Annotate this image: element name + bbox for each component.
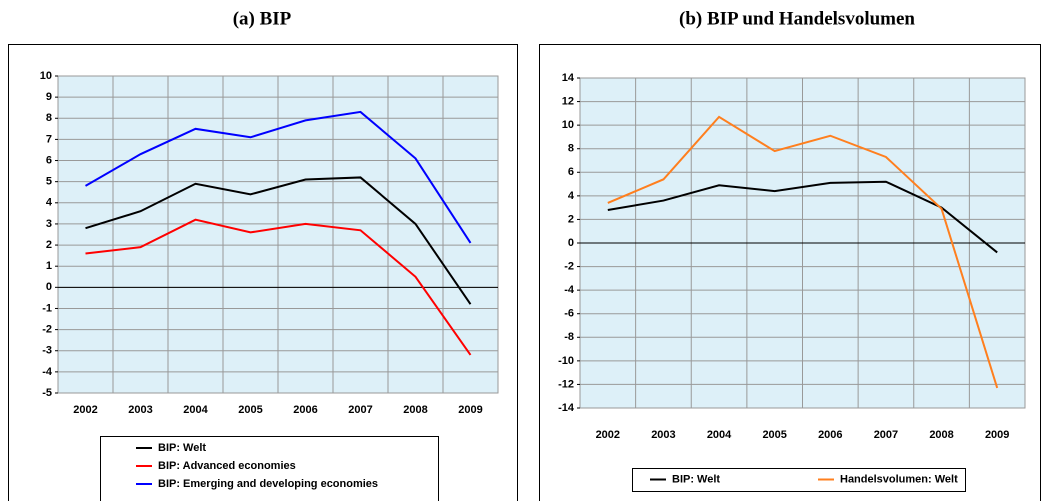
y-tick-label: -4	[42, 366, 53, 378]
y-tick-label: -2	[564, 260, 574, 272]
y-tick-label: 5	[46, 176, 52, 188]
legend-box	[100, 436, 439, 501]
y-tick-label: 2	[46, 239, 52, 251]
y-tick-label: 10	[40, 70, 52, 82]
y-tick-label: 8	[568, 143, 574, 155]
series-line	[607, 115, 999, 389]
y-tick-label: 3	[46, 218, 52, 230]
x-tick-label: 2002	[73, 404, 97, 416]
series-line	[85, 110, 472, 244]
series-line	[607, 180, 998, 254]
chart: (a) BIP -5 -4 -3 -2 -1 0 1 2 3 4 5 6 7 8 9 10 2002 2003 200…	[8, 8, 518, 501]
x-tick-label: 2003	[128, 404, 152, 416]
series-line	[85, 176, 472, 305]
y-tick-label: -10	[558, 355, 574, 367]
y-tick-label: -1	[42, 302, 52, 314]
legend-label: BIP: Advanced economies	[158, 460, 296, 472]
y-tick-label: -8	[564, 331, 574, 343]
y-tick-label: -12	[558, 378, 574, 390]
y-tick-label: 12	[562, 95, 574, 107]
x-tick-label: 2007	[874, 429, 898, 441]
legend-box	[632, 468, 966, 492]
legend-label: BIP: Emerging and developing economies	[158, 478, 378, 490]
x-tick-label: 2003	[651, 429, 675, 441]
y-tick-label: 2	[568, 213, 574, 225]
x-tick-label: 2008	[929, 429, 953, 441]
y-tick-label: 6	[46, 154, 52, 166]
x-tick-label: 2008	[403, 404, 427, 416]
x-tick-label: 2009	[458, 404, 482, 416]
x-tick-label: 2005	[238, 404, 262, 416]
x-tick-label: 2004	[183, 404, 208, 416]
legend-label: BIP: Welt	[158, 442, 206, 454]
y-tick-label: 9	[46, 91, 52, 103]
y-tick-label: 4	[568, 190, 575, 202]
y-tick-label: -14	[558, 402, 575, 414]
legend-label: BIP: Welt	[672, 473, 720, 485]
y-tick-label: 10	[562, 119, 574, 131]
y-tick-label: 7	[46, 133, 52, 145]
x-tick-label: 2004	[707, 429, 732, 441]
y-tick-label: 6	[568, 166, 574, 178]
y-tick-label: -6	[564, 308, 574, 320]
x-tick-label: 2005	[762, 429, 786, 441]
x-tick-label: 2002	[596, 429, 620, 441]
x-tick-label: 2009	[985, 429, 1009, 441]
y-tick-label: 4	[46, 197, 53, 209]
x-tick-label: 2006	[818, 429, 842, 441]
y-tick-label: -4	[564, 284, 575, 296]
legend-label: Handelsvolumen: Welt	[840, 473, 958, 485]
x-tick-label: 2006	[293, 404, 317, 416]
chart-title: (a) BIP	[233, 8, 292, 29]
y-tick-label: 0	[46, 281, 52, 293]
y-tick-label: -2	[42, 324, 52, 336]
y-tick-label: 0	[568, 237, 574, 249]
y-tick-label: 1	[46, 260, 52, 272]
y-tick-label: -5	[42, 387, 52, 399]
y-tick-label: 8	[46, 112, 52, 124]
chart: (b) BIP und Handelsvolumen -14 -12 -10 -8 -6 -…	[539, 8, 1041, 501]
series-line	[85, 218, 472, 356]
x-tick-label: 2007	[348, 404, 372, 416]
y-tick-label: 14	[562, 72, 575, 84]
y-tick-label: -3	[42, 345, 52, 357]
chart-title: (b) BIP und Handelsvolumen	[679, 8, 915, 29]
